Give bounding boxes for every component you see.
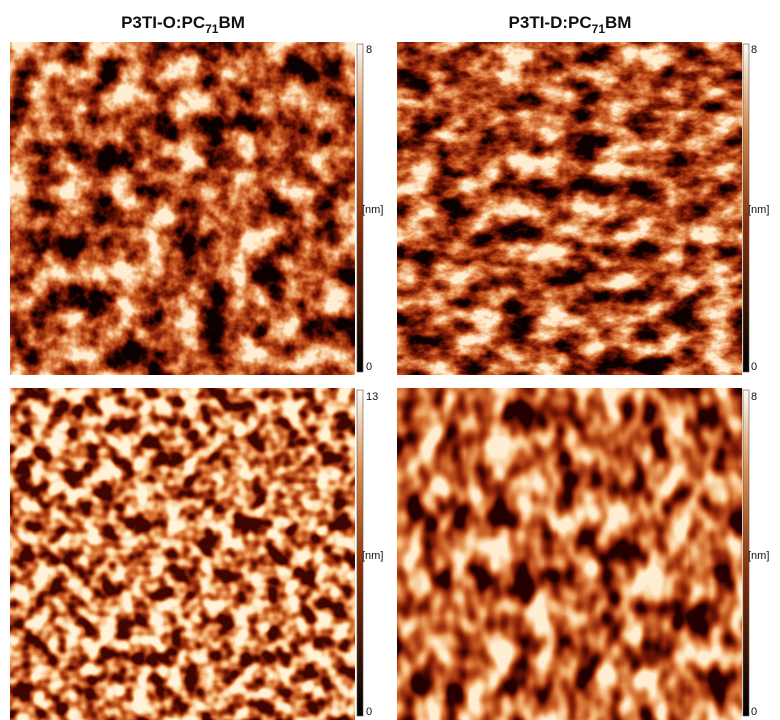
afm-image — [397, 388, 742, 720]
colorbar-min: 0 — [751, 706, 757, 718]
colorbar-min: 0 — [751, 361, 757, 373]
panel-title: P3TI-D:PC71BM — [509, 13, 632, 36]
figure: P3TI-O:PC71BM P3TI-D:PC71BM 8 [nm] 0 8 [… — [0, 0, 780, 720]
colorbar-unit: [nm] — [748, 550, 769, 562]
colorbar-max: 8 — [366, 44, 372, 56]
colorbar-max: 13 — [366, 391, 378, 403]
afm-image — [10, 42, 355, 375]
title-text: P3TI-O:PC — [121, 13, 205, 32]
title-text: BM — [218, 13, 244, 32]
afm-image — [397, 42, 742, 375]
colorbar-unit: [nm] — [748, 204, 769, 216]
title-text: P3TI-D:PC — [509, 13, 592, 32]
colorbar-max: 8 — [751, 44, 757, 56]
colorbar-min: 0 — [366, 361, 372, 373]
colorbar-max: 8 — [751, 391, 757, 403]
colorbar-min: 0 — [366, 706, 372, 718]
panel-title: P3TI-O:PC71BM — [121, 13, 245, 36]
colorbar-unit: [nm] — [362, 550, 383, 562]
afm-image — [10, 388, 355, 720]
title-subscript: 71 — [592, 22, 606, 36]
title-subscript: 71 — [205, 22, 219, 36]
colorbar-unit: [nm] — [362, 204, 383, 216]
title-text: BM — [605, 13, 631, 32]
